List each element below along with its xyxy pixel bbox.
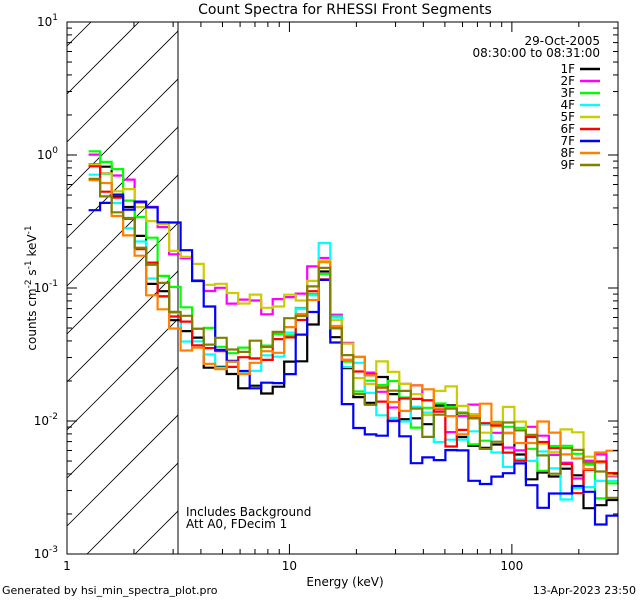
- hatch-line: [67, 78, 178, 191]
- legend-label: 8F: [560, 146, 575, 160]
- generated-by-footer: Generated by hsi_min_spectra_plot.pro: [2, 584, 218, 597]
- legend-label: 5F: [560, 110, 575, 124]
- y-tick-label: 10-2: [34, 412, 58, 428]
- legend-label: 7F: [560, 134, 575, 148]
- y-tick-label: 100: [37, 146, 58, 162]
- axis-ticks: [66, 21, 619, 555]
- annotation-background: Includes Background: [186, 505, 311, 519]
- x-tick-label: 1: [63, 559, 71, 573]
- legend-label: 4F: [560, 98, 575, 112]
- legend-label: 1F: [560, 62, 575, 76]
- plot-frame: [66, 21, 619, 555]
- chart-title: Count Spectra for RHESSI Front Segments: [198, 2, 492, 18]
- y-tick-label: 10-3: [34, 545, 58, 561]
- hatch-line: [134, 510, 178, 554]
- timestamp-footer: 13-Apr-2023 23:50: [532, 584, 636, 597]
- hatch-line: [67, 174, 178, 287]
- y-tick-label: 101: [37, 13, 58, 29]
- legend-label: 6F: [560, 122, 575, 136]
- hatch-line: [67, 22, 140, 95]
- x-tick-label: 10: [282, 559, 297, 573]
- hatch-line: [67, 414, 178, 527]
- series-line-9f: [88, 177, 618, 499]
- date-label: 29-Oct-2005: [524, 34, 600, 48]
- series-line-7f: [88, 193, 618, 526]
- time-range-label: 08:30:00 to 08:31:00: [473, 46, 600, 60]
- hatch-line: [86, 462, 178, 554]
- y-axis-label: counts cm-2 s-1 keV-1: [24, 225, 39, 350]
- y-tick-label: 10-1: [34, 279, 58, 295]
- hatch-line: [67, 270, 178, 383]
- hatch-line: [67, 222, 178, 335]
- legend-label: 9F: [560, 158, 575, 172]
- x-tick-label: 100: [500, 559, 523, 573]
- x-tick-labels: 1 10 100: [63, 559, 523, 573]
- legend-label: 3F: [560, 86, 575, 100]
- hatched-region: [67, 22, 178, 554]
- hatch-line: [67, 318, 178, 431]
- x-axis-label: Energy (keV): [306, 575, 383, 589]
- series-line-1f: [88, 163, 618, 510]
- series-layer: [88, 150, 618, 526]
- y-tick-labels: 101 100 10-1 10-2 10-3: [34, 13, 59, 561]
- annotation-attenuator: Att A0, FDecim 1: [186, 517, 287, 531]
- hatch-line: [67, 366, 178, 479]
- hatch-line: [67, 30, 178, 143]
- hatch-line: [67, 126, 178, 239]
- legend-label: 2F: [560, 74, 575, 88]
